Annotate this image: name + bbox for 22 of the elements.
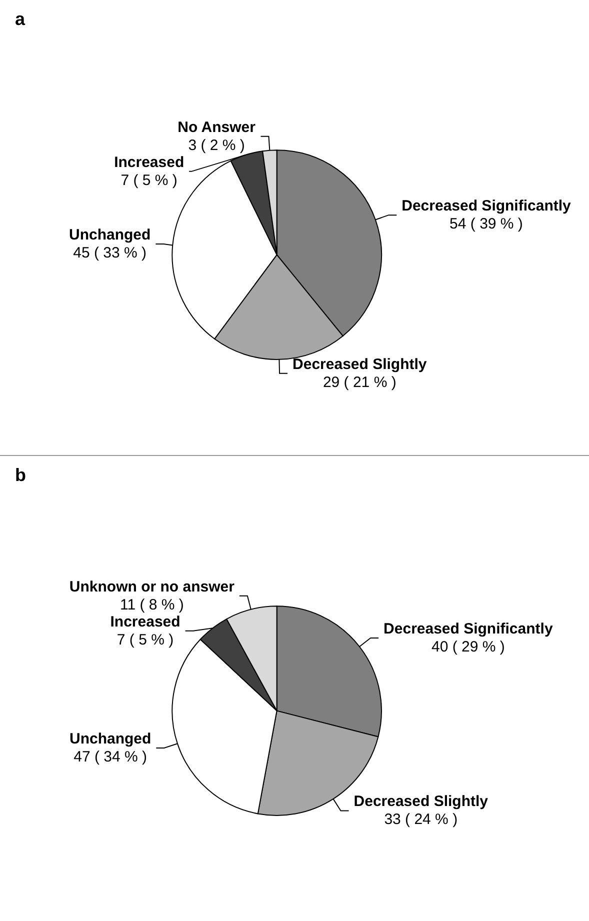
data-label: 29 ( 21 % ) bbox=[322, 374, 396, 391]
slice-label: Unchanged bbox=[68, 226, 151, 244]
data-label: 7 ( 5 % ) bbox=[120, 172, 178, 189]
data-label: 33 ( 24 % ) bbox=[384, 811, 458, 828]
data-label: 54 ( 39 % ) bbox=[450, 216, 523, 233]
data-label: 45 ( 33 % ) bbox=[73, 244, 147, 262]
slice-label: Decreased Significantly bbox=[384, 620, 554, 638]
data-label: 3 ( 2 % ) bbox=[188, 136, 245, 154]
slice-label: Unknown or no answer bbox=[69, 578, 235, 596]
slice-label: Decreased Slightly bbox=[292, 356, 428, 373]
slice-label: Decreased Slightly bbox=[354, 793, 489, 810]
chart-title: b bbox=[15, 465, 26, 485]
slice-label: Unchanged bbox=[69, 730, 152, 748]
data-label: 11 ( 8 % ) bbox=[120, 596, 184, 614]
data-label: 7 ( 5 % ) bbox=[116, 631, 174, 648]
data-label: 47 ( 34 % ) bbox=[74, 748, 148, 766]
slice-label: Increased bbox=[114, 154, 184, 171]
chart-title: a bbox=[15, 9, 26, 29]
slice-label: Decreased Significantly bbox=[402, 198, 572, 215]
slice-label: Increased bbox=[110, 613, 180, 630]
slice-label: No Answer bbox=[178, 118, 256, 136]
data-label: 40 ( 29 % ) bbox=[431, 638, 505, 656]
